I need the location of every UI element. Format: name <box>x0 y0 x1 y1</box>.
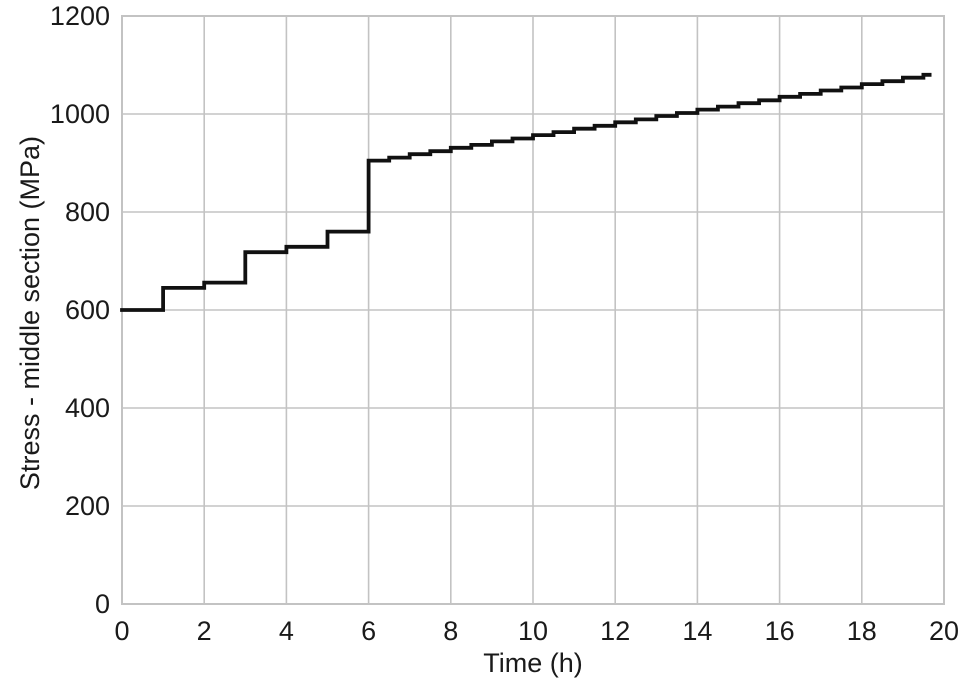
x-tick-label: 14 <box>682 616 712 646</box>
x-tick-label: 6 <box>361 616 376 646</box>
y-tick-label: 200 <box>65 491 110 521</box>
x-tick-label: 18 <box>847 616 877 646</box>
y-tick-label: 400 <box>65 393 110 423</box>
x-tick-label: 8 <box>443 616 458 646</box>
x-tick-label: 10 <box>518 616 548 646</box>
y-axis-title-text: Stress - middle section (MPa) <box>15 135 45 491</box>
x-tick-label: 12 <box>600 616 630 646</box>
x-tick-label: 0 <box>114 616 129 646</box>
x-axis-title-text: Time (h) <box>483 648 583 678</box>
y-axis-title: Stress - middle section (MPa) <box>15 33 49 593</box>
y-tick-label: 0 <box>95 589 110 619</box>
y-tick-label: 600 <box>65 295 110 325</box>
y-tick-label: 800 <box>65 197 110 227</box>
x-tick-label: 2 <box>197 616 212 646</box>
x-tick-label: 20 <box>929 616 959 646</box>
y-tick-label: 1200 <box>50 1 110 31</box>
data-series-line <box>120 72 932 312</box>
y-tick-label: 1000 <box>50 99 110 129</box>
x-axis-title: Time (h) <box>122 648 944 679</box>
x-tick-label: 4 <box>279 616 294 646</box>
x-tick-label: 16 <box>765 616 795 646</box>
